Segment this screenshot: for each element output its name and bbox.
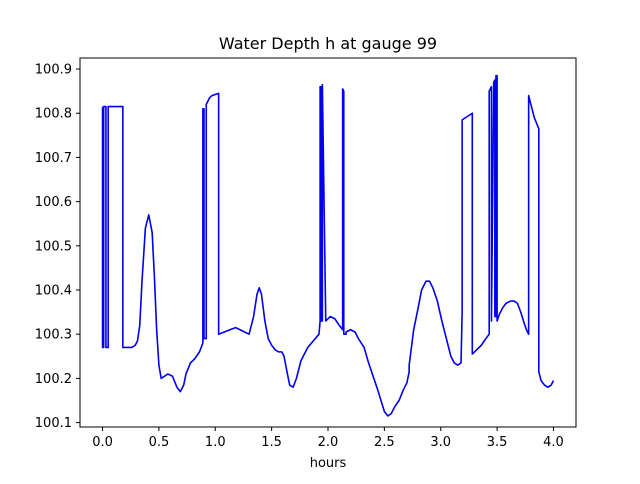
x-axis-label: hours — [310, 456, 347, 471]
x-tick-label: 0.0 — [92, 435, 113, 450]
series-line-water-depth — [101, 74, 555, 417]
x-tick-label: 2.5 — [374, 435, 395, 450]
y-tick-label: 100.7 — [35, 151, 72, 166]
y-tick-label: 100.1 — [35, 416, 72, 431]
x-tick-label: 3.5 — [487, 435, 508, 450]
y-tick-label: 100.4 — [35, 284, 72, 299]
y-tick-label: 100.9 — [35, 63, 72, 78]
y-tick-label: 100.6 — [35, 195, 72, 210]
x-tick-label: 3.0 — [430, 435, 451, 450]
y-tick-label: 100.5 — [35, 239, 72, 254]
x-axis: 0.0 0.5 1.0 1.5 2.0 2.5 3.0 3.5 4.0 — [92, 427, 564, 450]
y-tick-label: 100.3 — [35, 328, 72, 343]
y-tick-label: 100.8 — [35, 107, 72, 122]
x-tick-label: 1.0 — [205, 435, 226, 450]
chart-title: Water Depth h at gauge 99 — [219, 34, 437, 53]
y-tick-label: 100.2 — [35, 372, 72, 387]
x-tick-label: 1.5 — [261, 435, 282, 450]
y-axis: 100.1 100.2 100.3 100.4 100.5 100.6 100.7 100.8… — [35, 63, 80, 431]
x-tick-label: 2.0 — [318, 435, 339, 450]
x-tick-label: 4.0 — [543, 435, 564, 450]
x-tick-label: 0.5 — [149, 435, 170, 450]
